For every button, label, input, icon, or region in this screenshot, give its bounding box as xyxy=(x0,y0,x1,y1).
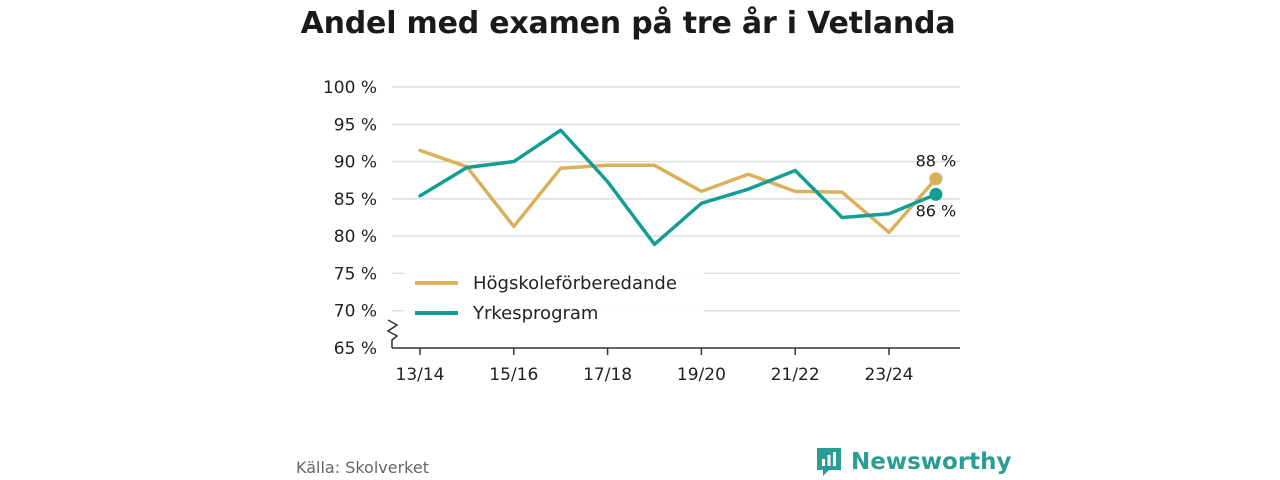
brand-name: Newsworthy xyxy=(851,449,1012,475)
chart-title: Andel med examen på tre år i Vetlanda xyxy=(300,6,956,41)
newsworthy-logo-icon xyxy=(817,448,841,476)
series-end-point xyxy=(929,172,943,186)
brand-logo: Newsworthy xyxy=(815,446,1012,478)
axis-break-icon xyxy=(386,319,399,348)
x-tick-label: 23/24 xyxy=(865,365,914,385)
y-tick-label: 70 % xyxy=(334,302,377,322)
y-tick-label: 80 % xyxy=(334,227,377,247)
legend-label: Yrkesprogram xyxy=(472,303,598,324)
x-axis-ticks: 13/14 15/16 17/18 19/20 21/22 23/24 xyxy=(396,348,914,385)
x-tick-label: 15/16 xyxy=(489,365,538,385)
x-tick-label: 17/18 xyxy=(583,365,632,385)
y-tick-label: 100 % xyxy=(323,78,377,98)
y-tick-label: 65 % xyxy=(334,339,377,359)
y-tick-label: 90 % xyxy=(334,153,377,173)
series-end-label: 88 % xyxy=(916,152,957,171)
series-line xyxy=(418,128,938,247)
series-line xyxy=(418,148,938,235)
x-tick-label: 13/14 xyxy=(396,365,445,385)
legend-background xyxy=(404,265,704,337)
x-tick-label: 19/20 xyxy=(677,365,726,385)
y-tick-label: 75 % xyxy=(334,264,377,284)
x-tick-label: 21/22 xyxy=(771,365,820,385)
y-axis-ticks: 65 % 70 % 75 % 80 % 85 % 90 % 95 % 100 % xyxy=(323,78,377,359)
legend-label: Högskoleförberedande xyxy=(473,273,677,294)
series-lines: 88 % 86 % xyxy=(418,128,957,247)
legend: Högskoleförberedande Yrkesprogram xyxy=(404,265,704,337)
series-end-point xyxy=(929,187,943,201)
y-tick-label: 95 % xyxy=(334,115,377,135)
series-end-label: 86 % xyxy=(916,201,957,220)
y-tick-label: 85 % xyxy=(334,190,377,210)
source-note: Källa: Skolverket xyxy=(296,458,429,477)
